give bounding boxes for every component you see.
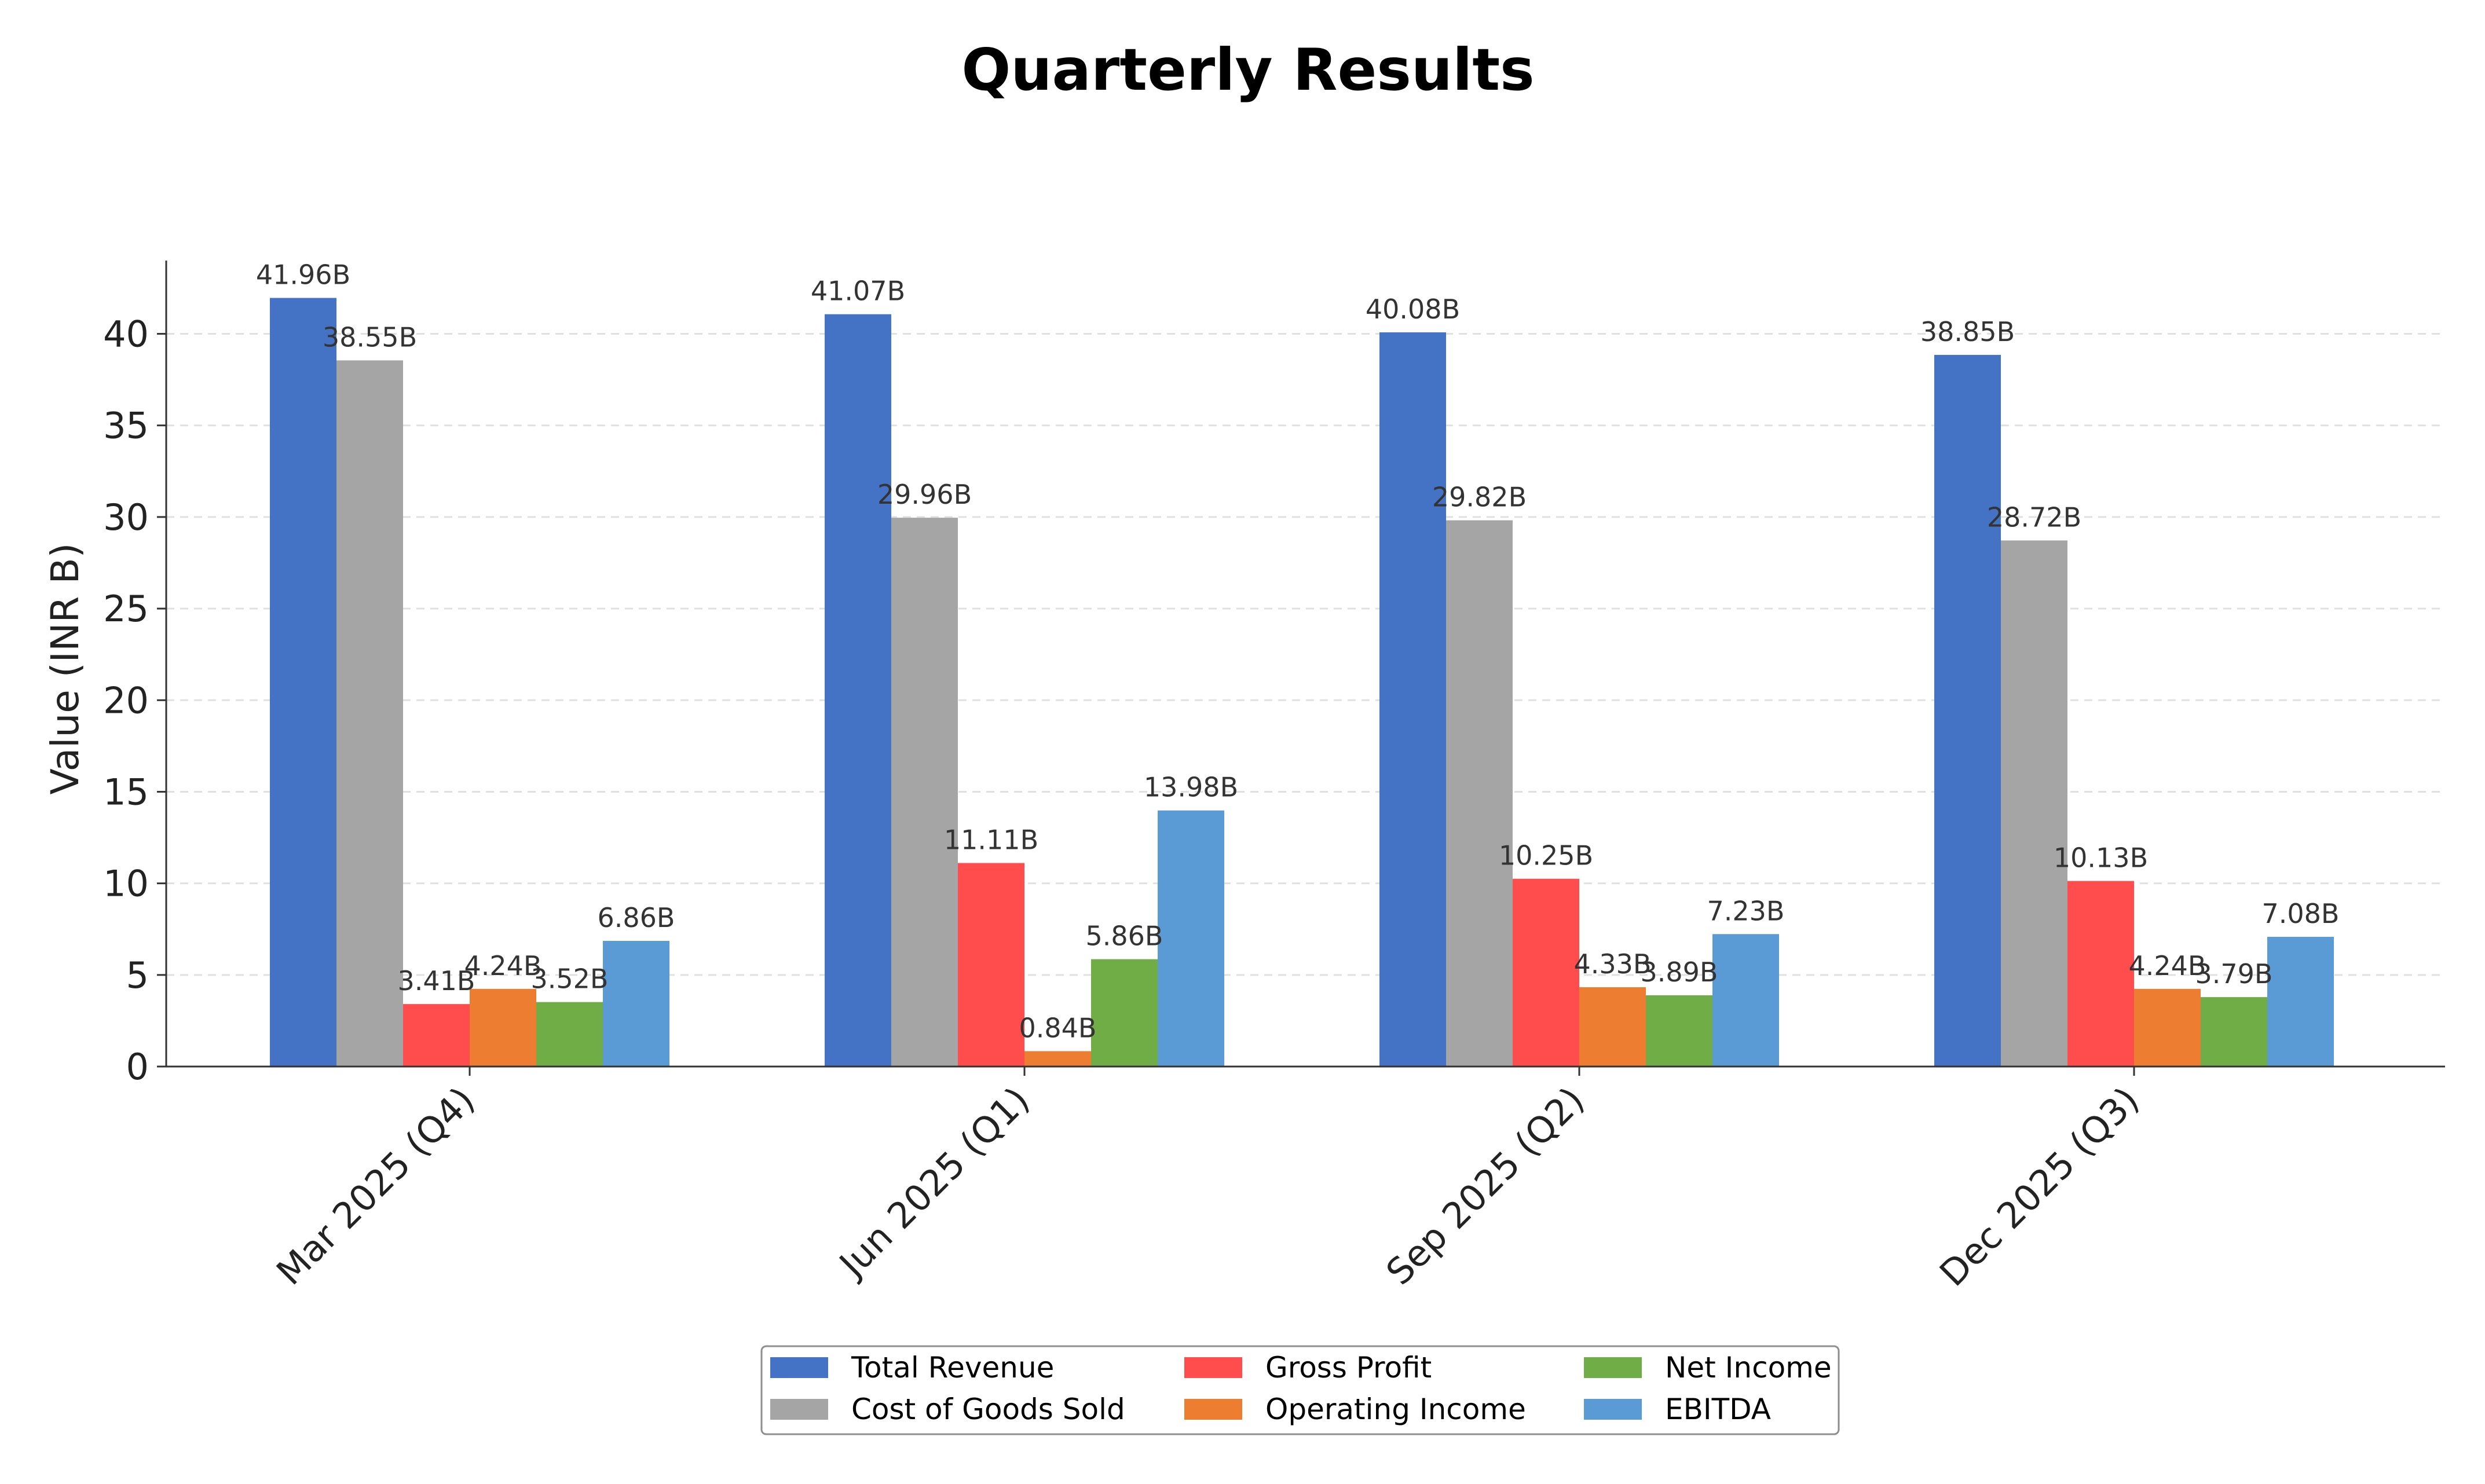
- bar: [1091, 959, 1158, 1067]
- y-tick-label: 15: [103, 771, 149, 813]
- y-tick-label: 20: [103, 679, 149, 721]
- bar: [1379, 332, 1446, 1067]
- bar: [2267, 937, 2334, 1067]
- data-label: 29.96B: [877, 479, 972, 510]
- data-label: 10.25B: [1499, 840, 1593, 871]
- data-label: 41.96B: [256, 259, 350, 291]
- legend-swatch: [1184, 1399, 1242, 1420]
- axes: 0 5 10 15 20 25 30 35 40 Mar 2025 (Q4) Jun 2025 (Q…: [103, 261, 2445, 1295]
- bar: [1579, 987, 1646, 1067]
- bar: [403, 1004, 470, 1067]
- y-tick-label: 30: [103, 496, 149, 538]
- legend-swatch: [1184, 1357, 1242, 1378]
- legend-swatch: [1584, 1357, 1642, 1378]
- bar: [270, 298, 336, 1067]
- data-labels: 41.96B38.55B3.41B4.24B3.52B6.86B41.07B29…: [256, 259, 2340, 1044]
- x-tick-label: Dec 2025 (Q3): [1931, 1079, 2147, 1295]
- data-label: 29.82B: [1432, 482, 1527, 513]
- x-tick-label: Jun 2025 (Q1): [830, 1079, 1038, 1287]
- data-label: 13.98B: [1144, 772, 1238, 803]
- y-tick-label: 5: [126, 954, 149, 996]
- bar: [1646, 995, 1712, 1067]
- legend-label: Net Income: [1665, 1351, 1832, 1384]
- bar: [536, 1002, 603, 1067]
- data-label: 10.13B: [2054, 842, 2148, 874]
- data-label: 41.07B: [811, 276, 905, 307]
- bar: [2001, 540, 2067, 1067]
- data-label: 7.23B: [1707, 895, 1785, 926]
- data-label: 3.41B: [398, 965, 475, 996]
- data-label: 4.24B: [2129, 950, 2206, 981]
- bar: [1158, 810, 1224, 1067]
- bar: [1513, 878, 1579, 1067]
- bar: [958, 863, 1024, 1067]
- x-tick-label: Sep 2025 (Q2): [1378, 1079, 1592, 1293]
- data-label: 3.89B: [1641, 957, 1718, 988]
- bar: [336, 360, 403, 1067]
- bar: [825, 314, 891, 1067]
- y-axis-label: Value (INR B): [43, 543, 87, 795]
- bar: [891, 518, 958, 1067]
- legend-label: Cost of Goods Sold: [851, 1393, 1125, 1426]
- bar: [603, 940, 669, 1067]
- legend-label: Total Revenue: [851, 1351, 1054, 1384]
- legend: Total Revenue Cost of Goods Sold Gross Pro…: [760, 1345, 1840, 1435]
- legend-label: Operating Income: [1265, 1393, 1526, 1426]
- bar: [1934, 354, 2001, 1067]
- bar: [470, 988, 536, 1067]
- y-tick-label: 35: [103, 405, 149, 447]
- data-label: 5.86B: [1086, 921, 1163, 952]
- bar: [1024, 1051, 1091, 1067]
- data-label: 3.52B: [531, 963, 609, 995]
- chart-title: Quarterly Results: [961, 36, 1534, 104]
- bar: [2201, 997, 2267, 1067]
- data-label: 4.33B: [1574, 948, 1652, 980]
- bar: [1712, 934, 1779, 1067]
- data-label: 38.85B: [1920, 316, 2015, 347]
- bar: [2067, 881, 2134, 1067]
- x-tick-label: Mar 2025 (Q4): [268, 1079, 482, 1293]
- y-tick-label: 25: [103, 588, 149, 630]
- data-label: 4.24B: [464, 950, 542, 981]
- legend-label: EBITDA: [1665, 1393, 1771, 1426]
- legend-label: Gross Profit: [1265, 1351, 1432, 1384]
- data-label: 11.11B: [944, 825, 1038, 856]
- bar: [1446, 520, 1513, 1067]
- legend-box: [760, 1345, 1840, 1435]
- data-label: 0.84B: [1019, 1012, 1097, 1043]
- legend-swatch: [1584, 1399, 1642, 1420]
- data-label: 3.79B: [2195, 958, 2273, 990]
- data-label: 28.72B: [1987, 501, 2081, 533]
- legend-swatch: [770, 1399, 828, 1420]
- bar: [2134, 988, 2201, 1067]
- y-tick-label: 10: [103, 863, 149, 905]
- legend-swatch: [770, 1357, 828, 1378]
- gridlines: [166, 333, 2445, 976]
- data-label: 40.08B: [1366, 294, 1460, 325]
- data-label: 38.55B: [323, 321, 417, 353]
- data-label: 6.86B: [598, 902, 675, 933]
- y-tick-label: 40: [103, 313, 149, 356]
- bars: [270, 298, 2334, 1067]
- y-tick-label: 0: [126, 1046, 149, 1088]
- data-label: 7.08B: [2262, 898, 2340, 929]
